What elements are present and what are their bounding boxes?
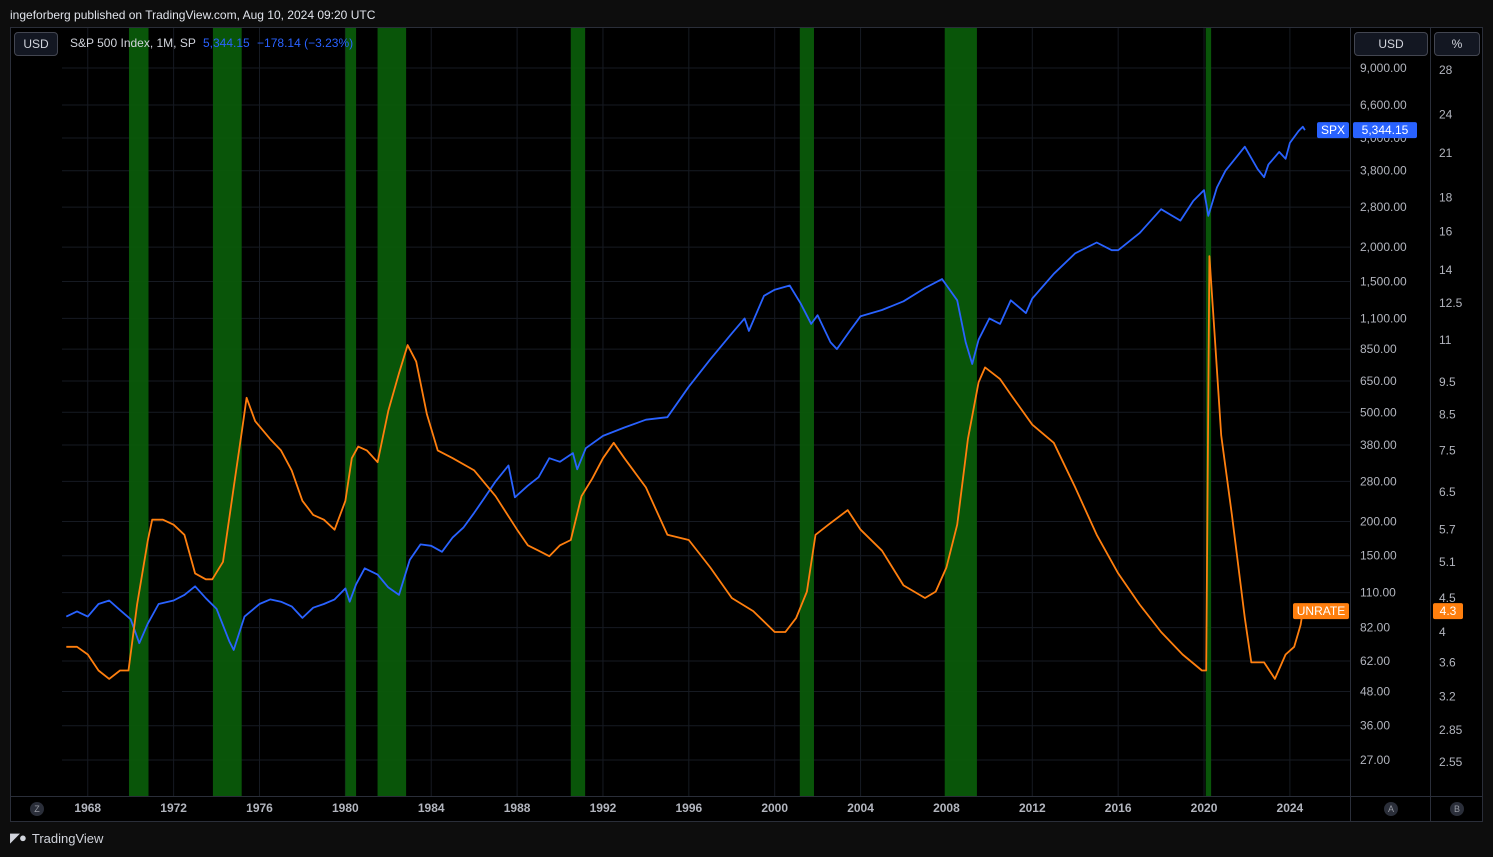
series-value-tag-unrate (1433, 603, 1463, 620)
series-value-label-unrate: 4.3 (1440, 604, 1457, 618)
price-axis-tick: 1,100.00 (1360, 311, 1407, 325)
legend-change: −178.14 (−3.23%) (257, 36, 354, 50)
percent-axis-tick: 28 (1439, 63, 1453, 77)
percent-scale-button[interactable]: % (1434, 32, 1480, 56)
chart-frame (10, 27, 1483, 822)
currency-button-left[interactable]: USD (14, 32, 58, 56)
price-axis-tick: 27.00 (1360, 753, 1390, 767)
log-scale-button[interactable]: B (1450, 802, 1464, 816)
recession-band (212, 28, 242, 796)
time-axis-tick: 1980 (332, 801, 359, 815)
attribution-text: ingeforberg published on TradingView.com… (10, 8, 376, 22)
currency-button-right[interactable]: USD (1354, 32, 1428, 56)
time-axis-tick: 1976 (246, 801, 273, 815)
time-axis-tick: 1972 (160, 801, 187, 815)
percent-axis-tick: 3.2 (1439, 689, 1456, 703)
series-name-label-unrate: UNRATE (1297, 604, 1345, 618)
series-name-tag-spx (1317, 122, 1349, 139)
series-name-tag-unrate (1293, 603, 1349, 620)
time-axis-separator (10, 796, 1483, 797)
price-axis-separator (1350, 27, 1351, 822)
percent-axis-tick: 3.6 (1439, 655, 1456, 669)
time-axis-tick: 1988 (504, 801, 531, 815)
percent-axis-tick: 5.7 (1439, 523, 1456, 537)
price-axis-tick: 150.00 (1360, 549, 1397, 563)
recession-band (944, 28, 977, 796)
time-axis-tick: 1996 (675, 801, 702, 815)
footer-brand[interactable]: TradingView (31, 830, 104, 846)
percent-axis-tick: 11 (1439, 333, 1452, 347)
series-line-spx (65, 125, 1306, 651)
price-axis-tick: 200.00 (1360, 514, 1397, 528)
legend: S&P 500 Index, 1M, SP 5,344.15 −178.14 (… (70, 36, 353, 50)
recession-band (799, 28, 814, 796)
price-axis-tick: 82.00 (1360, 621, 1390, 635)
time-axis-tick: 1984 (418, 801, 445, 815)
percent-axis-tick: 24 (1439, 108, 1453, 122)
grid-lines (62, 28, 1350, 796)
time-axis-tick: 1968 (74, 801, 101, 815)
percent-axis-tick: 2.85 (1439, 723, 1463, 737)
percent-axis-tick: 21 (1439, 146, 1453, 160)
last-value-labels: SPX 5,344.15 UNRATE 4.3 (1293, 122, 1463, 620)
time-axis-tick: 2008 (933, 801, 960, 815)
percent-axis-tick: 4.5 (1439, 591, 1456, 605)
percent-axis-tick: 12.5 (1439, 296, 1463, 310)
time-axis-tick: 1992 (590, 801, 617, 815)
percent-axis: 28242118161412.5119.58.57.56.55.75.14.54… (1439, 63, 1463, 769)
time-axis-tick: 2016 (1105, 801, 1132, 815)
time-axis-tick: 2004 (847, 801, 874, 815)
percent-axis-separator (1430, 27, 1431, 822)
percent-axis-tick: 6.5 (1439, 485, 1456, 499)
time-axis-tick: 2024 (1277, 801, 1304, 815)
time-axis: 1968 1972 1976 1980 1984 1988 1992 1996 2000 2004… (74, 801, 1303, 815)
recession-band (377, 28, 407, 796)
percent-axis-tick: 2.55 (1439, 755, 1463, 769)
percent-axis-tick: 4 (1439, 625, 1446, 639)
price-axis-tick: 500.00 (1360, 405, 1397, 419)
price-axis-tick: 650.00 (1360, 374, 1397, 388)
price-axis-tick: 850.00 (1360, 342, 1397, 356)
price-axis-tick: 9,000.00 (1360, 61, 1407, 75)
percent-axis-tick: 8.5 (1439, 407, 1456, 421)
price-axis-tick: 1,500.00 (1360, 274, 1407, 288)
price-axis-tick: 62.00 (1360, 654, 1390, 668)
series-value-label-spx: 5,344.15 (1362, 123, 1409, 137)
recession-band (128, 28, 149, 796)
time-axis-tick: 2012 (1019, 801, 1046, 815)
price-axis-tick: 48.00 (1360, 684, 1390, 698)
series-lines (65, 125, 1306, 680)
percent-axis-tick: 9.5 (1439, 375, 1456, 389)
legend-value: 5,344.15 (202, 36, 250, 50)
legend-symbol[interactable]: S&P 500 Index, 1M, SP (70, 36, 196, 50)
price-axis-tick: 380.00 (1360, 438, 1397, 452)
price-axis-tick: 110.00 (1360, 586, 1396, 600)
percent-axis-tick: 7.5 (1439, 443, 1456, 457)
recession-band (570, 28, 586, 796)
price-axis-tick: 3,800.00 (1360, 164, 1407, 178)
footer: ◤● TradingView (10, 830, 103, 846)
price-axis-tick: 280.00 (1360, 474, 1397, 488)
price-axis-tick: 2,800.00 (1360, 200, 1407, 214)
auto-scale-button[interactable]: A (1384, 802, 1398, 816)
percent-axis-tick: 5.1 (1439, 555, 1456, 569)
series-value-tag-spx (1353, 122, 1417, 139)
zoom-reset-button[interactable]: Z (30, 802, 44, 816)
price-axis-tick: 6,600.00 (1360, 98, 1407, 112)
series-line-unrate (66, 255, 1304, 680)
recession-band (345, 28, 357, 796)
price-axis-tick: 2,000.00 (1360, 240, 1407, 254)
price-axis-tick: 36.00 (1360, 719, 1390, 733)
percent-axis-tick: 18 (1439, 191, 1453, 205)
time-axis-tick: 2020 (1191, 801, 1218, 815)
series-name-label-spx: SPX (1321, 123, 1345, 137)
percent-axis-tick: 16 (1439, 225, 1453, 239)
price-axis: 9,000.006,600.005,000.003,800.002,800.00… (1360, 61, 1407, 767)
percent-axis-tick: 14 (1439, 263, 1453, 277)
tradingview-logo-icon[interactable]: ◤● (10, 830, 27, 845)
time-axis-tick: 2000 (761, 801, 788, 815)
